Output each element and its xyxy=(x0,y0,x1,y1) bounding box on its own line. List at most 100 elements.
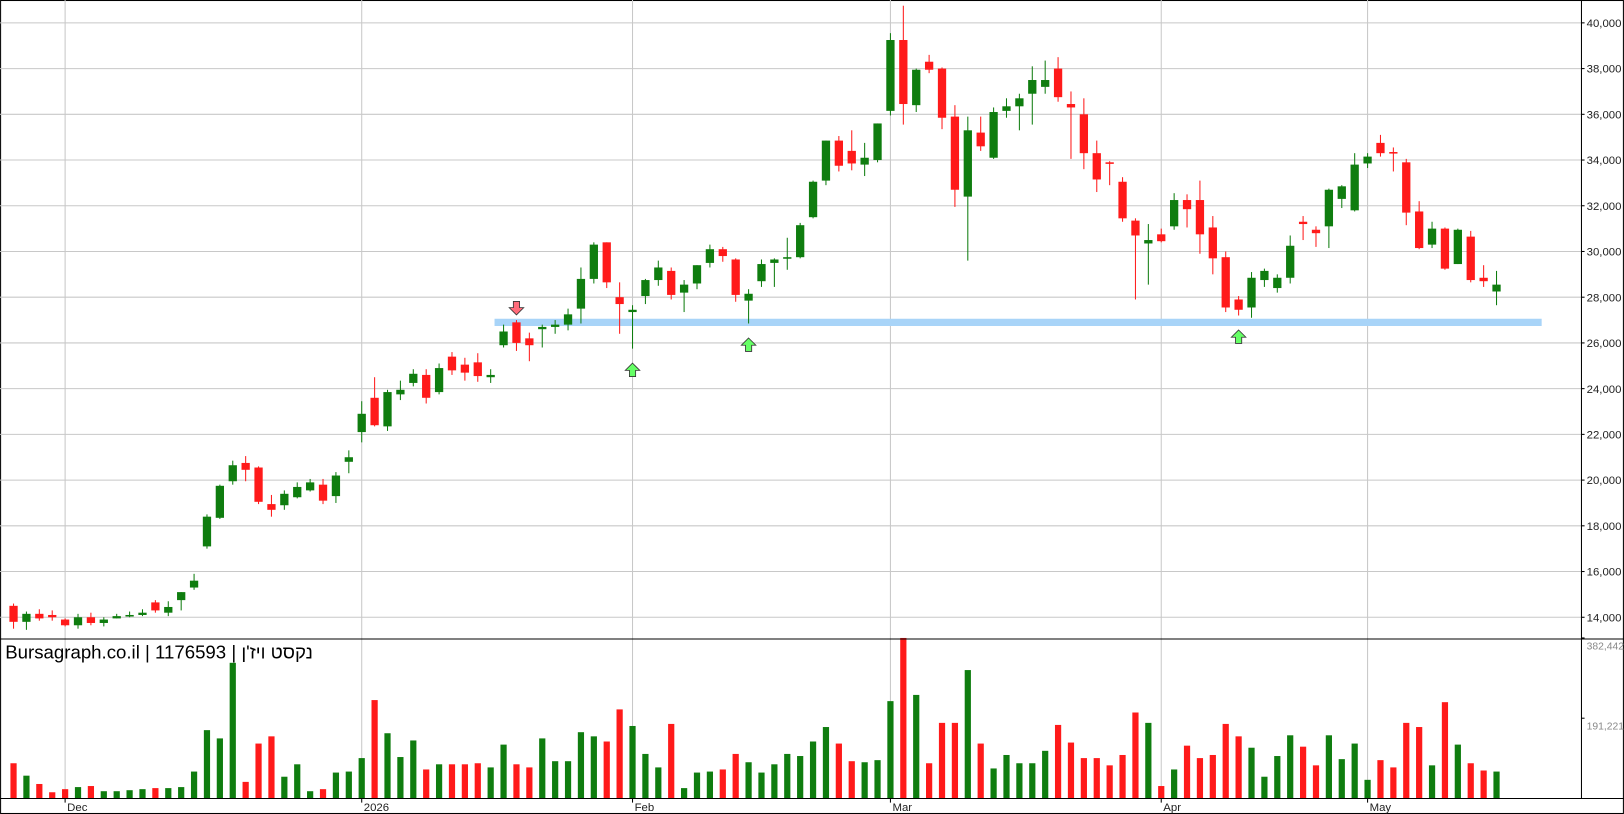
candle-body xyxy=(99,619,108,623)
volume-bar xyxy=(500,744,507,799)
y-tick-label: 30,000 xyxy=(1587,247,1622,259)
marks xyxy=(9,5,1542,799)
candle-body xyxy=(1453,229,1462,265)
candle-body xyxy=(1363,156,1372,164)
candle-body xyxy=(628,309,637,313)
volume-bar xyxy=(319,789,327,799)
candle-body xyxy=(177,592,186,601)
volume-bar xyxy=(307,791,314,799)
volume-bar xyxy=(345,771,352,799)
volume-bar xyxy=(294,764,301,799)
signal-arrow xyxy=(1230,329,1247,344)
volume-bar xyxy=(113,791,120,799)
candle-body xyxy=(873,123,882,161)
volume-bar xyxy=(255,743,262,799)
volume-bar xyxy=(1467,763,1474,799)
volume-bar xyxy=(771,764,778,799)
candle-body xyxy=(821,140,831,181)
volume-bar xyxy=(809,741,817,799)
candle-body xyxy=(1298,221,1308,225)
volume-bar xyxy=(435,764,443,799)
candle-body xyxy=(305,482,315,491)
volume-bar xyxy=(371,700,378,799)
volume-bar xyxy=(281,776,288,799)
candle-body xyxy=(215,485,225,518)
volume-bar xyxy=(1274,756,1281,799)
x-tick-label: 2026 xyxy=(364,802,389,814)
volume-bar xyxy=(1222,723,1229,799)
volume-bar xyxy=(1171,769,1178,799)
volume-bar xyxy=(603,741,610,799)
candle-body xyxy=(705,249,715,263)
volume-bar xyxy=(1042,750,1049,799)
candle-body xyxy=(783,257,792,259)
volume-bar xyxy=(1235,736,1242,799)
volume-bar xyxy=(1428,765,1436,799)
candle-body xyxy=(886,40,895,111)
candle-body xyxy=(1053,68,1063,98)
candle-body xyxy=(409,373,418,383)
volume-bar xyxy=(732,753,739,799)
volume-bar xyxy=(951,722,959,799)
candle-body xyxy=(344,457,353,462)
volume-bar xyxy=(590,736,597,799)
volume-bar xyxy=(1248,747,1255,799)
candle-body xyxy=(202,516,212,547)
candle-body xyxy=(1002,106,1011,111)
candle-body xyxy=(447,356,457,371)
volume-bar xyxy=(577,732,585,799)
candle-body xyxy=(679,284,689,293)
volume-bar xyxy=(1416,727,1423,799)
candle-body xyxy=(1234,299,1243,310)
candle-body xyxy=(86,617,96,623)
candle-body xyxy=(512,322,521,343)
candle-body xyxy=(1286,245,1295,278)
candle-body xyxy=(1015,98,1024,107)
candle-body xyxy=(924,61,934,70)
volume-bar xyxy=(990,768,997,799)
volume-bar xyxy=(203,730,211,799)
volume-bar xyxy=(1029,763,1036,799)
candle-body xyxy=(525,338,534,346)
x-tick-label: Mar xyxy=(893,802,913,814)
candle-body xyxy=(808,181,818,218)
volume-bar xyxy=(461,764,468,799)
volume-bar xyxy=(552,761,559,799)
y-tick-label: 26,000 xyxy=(1587,338,1622,350)
candle-body xyxy=(950,116,960,190)
candle-body xyxy=(1131,220,1140,236)
candle-body xyxy=(486,374,495,378)
volume-bar xyxy=(397,757,404,799)
volume-bar xyxy=(1003,754,1010,799)
candle-body xyxy=(1079,114,1089,154)
volume-bar xyxy=(526,767,533,799)
volume-bar xyxy=(229,662,236,799)
volume-bar xyxy=(668,723,675,799)
candle-body xyxy=(1092,153,1101,180)
candle-body xyxy=(48,614,57,618)
candle-body xyxy=(370,397,379,426)
candle-body xyxy=(615,297,624,305)
volume-bar xyxy=(242,781,249,799)
candle-body xyxy=(357,413,366,433)
volume-bar xyxy=(1209,754,1216,799)
volume-bar xyxy=(165,788,172,799)
volume-bar xyxy=(848,761,855,799)
volume-bar xyxy=(913,694,920,799)
volume-bar xyxy=(1454,744,1461,799)
candle-body xyxy=(1479,277,1488,282)
volume-bar xyxy=(487,767,494,799)
candle-body xyxy=(1247,277,1256,308)
volume-bar xyxy=(62,789,69,799)
volume-bar xyxy=(410,740,417,799)
candle-body xyxy=(9,605,18,622)
candle-body xyxy=(1402,162,1411,213)
y-tick-label: 32,000 xyxy=(1587,201,1622,213)
volume-bar xyxy=(977,743,984,799)
candle-body xyxy=(73,617,83,626)
candle-body xyxy=(538,326,547,330)
candle-body xyxy=(164,606,173,613)
volume-tick-label: 191,221 xyxy=(1587,722,1624,733)
volume-bar xyxy=(1080,758,1087,799)
candle-body xyxy=(899,40,908,105)
